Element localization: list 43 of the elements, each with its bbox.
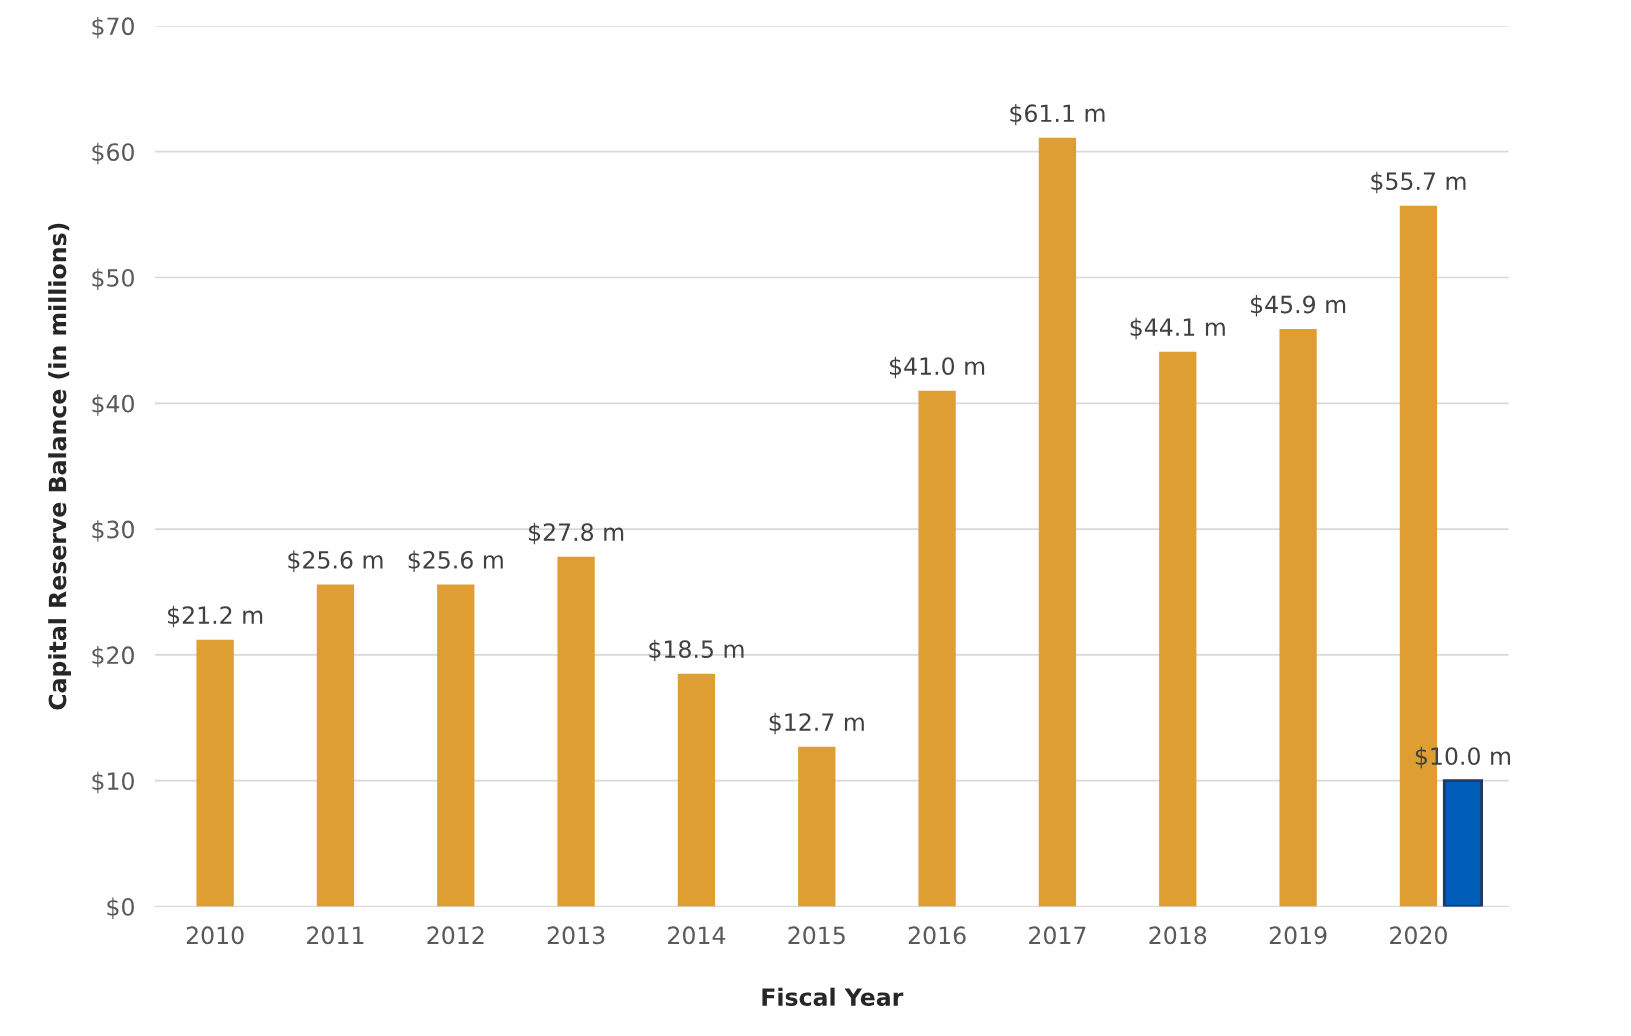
x-axis-title: Fiscal Year [762, 987, 904, 1006]
y-axis-title: Capital Reserve Balance (in millions) [48, 223, 71, 710]
y-tick-label: $60 [92, 142, 134, 165]
y-tick-label: $40 [92, 394, 134, 416]
x-tick-label: 2015 [788, 926, 845, 945]
x-tick-label: 2010 [186, 926, 244, 945]
x-tick-label: 2013 [547, 926, 605, 945]
bar [1038, 137, 1077, 907]
data-label: $12.7 m [769, 712, 864, 735]
bar [918, 390, 956, 907]
data-label: $18.5 m [649, 639, 744, 662]
x-tick-label: 2011 [307, 926, 364, 945]
bar [1442, 779, 1483, 907]
x-tick-label: 2018 [1149, 926, 1207, 945]
bar [1159, 351, 1197, 907]
bar [316, 584, 355, 907]
x-tick-label: 2014 [668, 926, 726, 945]
x-tick-label: 2019 [1269, 926, 1327, 945]
y-tick-label: $0 [107, 897, 134, 919]
data-label: $41.0 m [890, 356, 985, 379]
bar [196, 639, 234, 907]
x-tick-label: 2016 [908, 926, 966, 945]
y-tick-label: $50 [92, 268, 134, 290]
bar [557, 556, 595, 907]
data-label: $21.2 m [168, 605, 263, 628]
data-label: $55.7 m [1371, 171, 1466, 194]
data-label: $27.8 m [529, 522, 624, 545]
x-tick-label: 2012 [427, 926, 484, 945]
y-tick-label: $10 [92, 771, 134, 794]
x-tick-label: 2020 [1390, 926, 1447, 945]
y-tick-label: $30 [92, 520, 134, 542]
y-tick-label: $20 [92, 645, 134, 668]
bar [798, 746, 836, 907]
data-label: $44.1 m [1130, 317, 1225, 340]
bar [1279, 329, 1317, 907]
bar [677, 673, 716, 907]
x-tick-label: 2017 [1029, 926, 1086, 945]
bar [437, 584, 475, 907]
data-label: $45.9 m [1251, 295, 1346, 317]
data-label: $61.1 m [1010, 103, 1105, 126]
y-tick-label: $70 [92, 16, 134, 39]
data-label: $25.6 m [288, 550, 383, 572]
data-label: $25.6 m [408, 550, 503, 572]
